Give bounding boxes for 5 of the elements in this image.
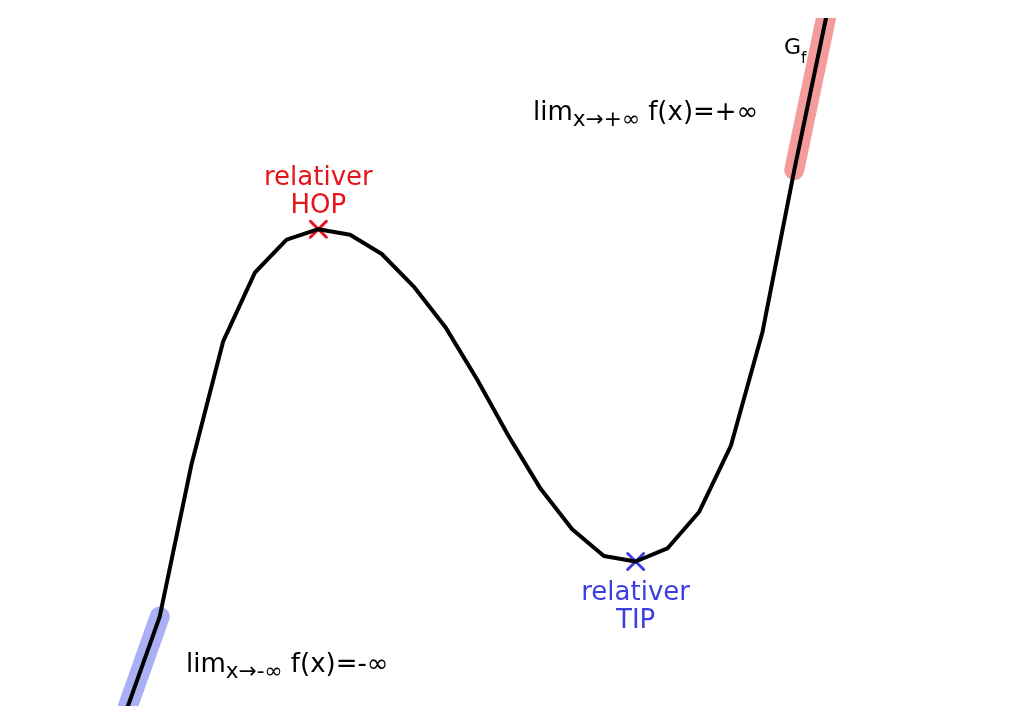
annotation: relativer HOP	[263, 161, 374, 220]
annotation: lim$_{x→+∞}$ f(x)=+∞	[533, 96, 759, 132]
annotation: relativer TIP	[581, 575, 691, 634]
annotation: lim$_{x→-∞}$ f(x)=-∞	[186, 648, 389, 684]
series-label: G$_{f}$	[784, 34, 808, 67]
